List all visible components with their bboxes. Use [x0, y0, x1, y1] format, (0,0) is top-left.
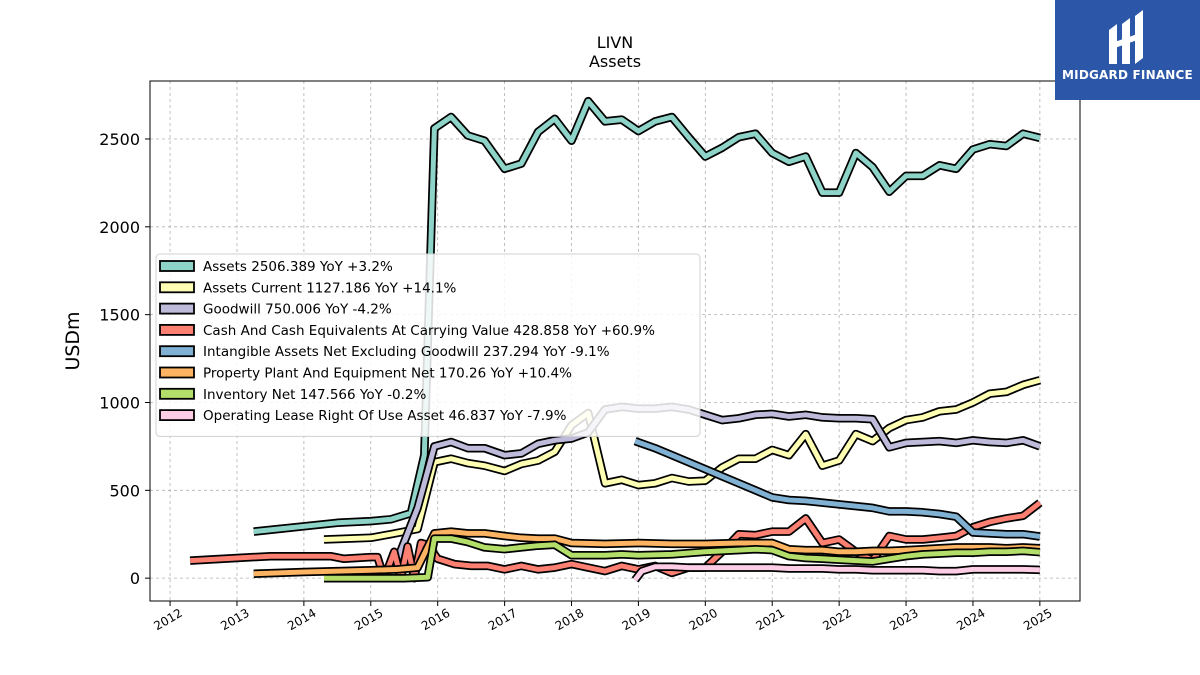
legend-swatch [159, 323, 195, 336]
y-tick-label: 0 [130, 569, 140, 588]
series-line [189, 500, 1042, 581]
legend-swatch [159, 387, 195, 400]
y-tick-label: 500 [109, 481, 140, 500]
legend-label: Inventory Net 147.566 YoY -0.2% [203, 387, 426, 403]
y-tick-label: 1500 [99, 306, 140, 325]
legend-swatch [159, 302, 195, 315]
series-line [395, 404, 1041, 560]
x-tick-label: 2013 [218, 606, 251, 633]
series-4 [633, 437, 1041, 541]
midgard-finance-logo: MIDGARD FINANCE [1055, 0, 1200, 100]
series-lines [189, 96, 1043, 583]
x-tick-label: 2016 [419, 606, 452, 633]
legend-swatch [159, 345, 195, 358]
logo-text: MIDGARD FINANCE [1062, 68, 1193, 82]
x-tick-label: 2017 [486, 606, 519, 633]
x-tick-label: 2022 [820, 606, 853, 633]
x-tick-label: 2020 [687, 606, 720, 633]
x-tick-label: 2021 [754, 606, 787, 633]
legend-swatch [159, 366, 195, 379]
legend-label: Goodwill 750.006 YoY -4.2% [203, 302, 392, 318]
plot-frame [149, 80, 1081, 602]
series-2 [393, 402, 1042, 561]
legend: Assets 2506.389 YoY +3.2% Assets Current … [155, 253, 701, 437]
chart-title: LIVN [597, 33, 634, 52]
x-tick-label: 2024 [954, 606, 987, 633]
series-line [323, 377, 1041, 542]
y-tick-label: 1000 [99, 393, 140, 412]
x-tick-label: 2019 [620, 606, 653, 633]
legend-swatch [159, 281, 195, 294]
legend-swatch [159, 260, 195, 272]
series-3 [189, 499, 1043, 583]
legend-label: Intangible Assets Net Excluding Goodwill… [203, 344, 610, 360]
legend-label: Property Plant And Equipment Net 170.26 … [203, 366, 572, 382]
series-line [633, 564, 1040, 582]
series-1 [323, 376, 1042, 544]
logo-mark-icon [1109, 10, 1143, 64]
x-tick-label: 2015 [352, 606, 385, 633]
legend-label: Operating Lease Right Of Use Asset 46.83… [203, 408, 567, 424]
series-0 [253, 96, 1041, 536]
legend-label: Cash And Cash Equivalents At Carrying Va… [203, 323, 655, 339]
series-line [253, 529, 1041, 577]
series-6 [324, 534, 1041, 583]
legend-swatch [159, 409, 195, 422]
series-line [253, 98, 1041, 535]
series-line [634, 438, 1041, 539]
x-tick-label: 2023 [887, 606, 920, 633]
y-tick-label: 2000 [99, 218, 140, 237]
y-axis-label: USDm [62, 311, 84, 370]
series-7 [631, 562, 1041, 583]
x-tick-label: 2018 [553, 606, 586, 633]
legend-label: Assets Current 1127.186 YoY +14.1% [203, 280, 457, 296]
legend-label: Assets 2506.389 YoY +3.2% [203, 259, 393, 275]
x-tick-label: 2012 [151, 606, 184, 633]
y-tick-label: 2500 [99, 130, 140, 149]
x-tick-label: 2025 [1021, 606, 1054, 633]
legend-box [155, 253, 701, 437]
x-tick-label: 2014 [285, 606, 318, 633]
series-5 [253, 527, 1041, 579]
series-line [324, 536, 1041, 581]
chart-subtitle: Assets [589, 52, 641, 71]
